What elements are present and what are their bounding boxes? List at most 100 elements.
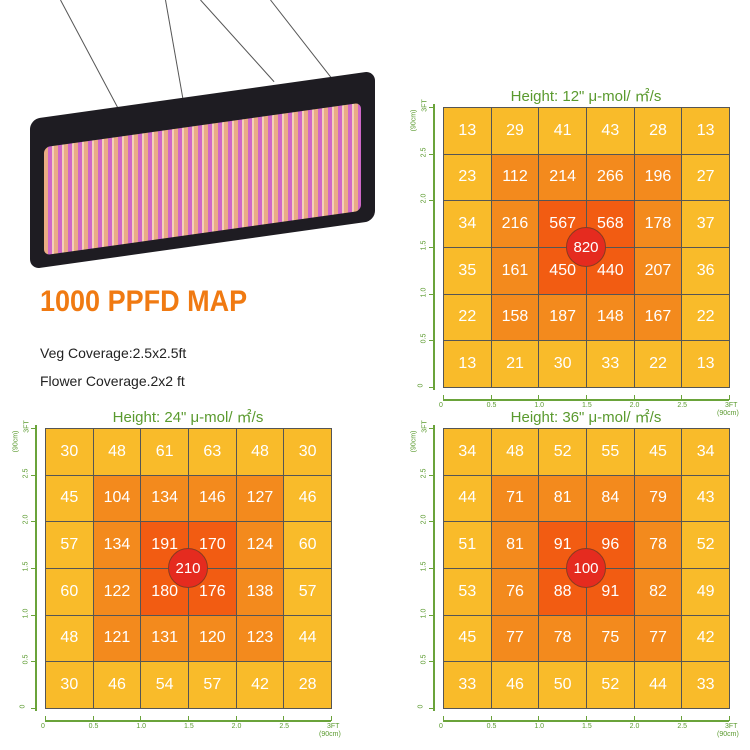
x-tick-label: 1.0 [534, 402, 545, 409]
heatmap-cell: 78 [538, 614, 587, 663]
heatmap-cell: 57 [283, 568, 332, 616]
heatmap-cell: 124 [235, 521, 285, 569]
heatmap-cell: 48 [92, 428, 142, 476]
heatmap-cell: 52 [538, 428, 587, 476]
heatmap-cell: 36 [681, 247, 730, 295]
chart-title: Height: 24" μ-mol/ ㎡/s [112, 409, 264, 426]
x-tick-label: 3FT [327, 723, 340, 730]
heatmap-cell: 127 [235, 474, 285, 523]
x-tick-label: 1.0 [136, 723, 147, 730]
heatmap-cell: 33 [586, 340, 635, 388]
heatmap-cell: 84 [586, 474, 635, 523]
heatmap-cell: 63 [188, 428, 237, 476]
heatmap-cell: 43 [586, 107, 635, 155]
heatmap-cell: 44 [633, 661, 683, 709]
heatmap-cell: 35 [443, 247, 492, 295]
y-unit-label: (90cm) [410, 109, 418, 132]
heatmap-cell: 76 [490, 568, 540, 616]
x-tick-mark [235, 716, 237, 721]
y-tick-label: 2.0 [22, 514, 30, 525]
y-tick-label: 1.0 [420, 608, 428, 619]
y-tick-mark [429, 568, 434, 569]
y-tick-mark [31, 521, 36, 523]
heatmap-cell: 54 [140, 661, 189, 709]
x-tick-mark [443, 716, 444, 721]
heatmap-cell: 178 [633, 200, 683, 248]
chart-title: Height: 36" μ-mol/ ㎡/s [510, 409, 662, 426]
y-tick-mark [429, 614, 434, 616]
y-tick-mark [429, 661, 434, 663]
x-tick-label: 1.5 [582, 723, 592, 730]
y-tick-mark [31, 474, 36, 476]
x-tick-mark [45, 716, 46, 721]
y-tick-mark [31, 708, 36, 709]
y-tick-label: 2.5 [22, 468, 30, 479]
heatmap-cell: 48 [45, 614, 94, 663]
heatmap-cell: 34 [681, 428, 730, 476]
y-tick-mark [429, 428, 434, 429]
heatmap-cell: 75 [586, 614, 635, 663]
x-tick-mark [443, 395, 444, 400]
x-tick-mark [283, 716, 285, 721]
heatmap-cell: 48 [235, 428, 285, 476]
y-tick-mark [31, 614, 36, 616]
y-tick-mark [429, 474, 434, 476]
heatmap-cell: 41 [538, 107, 587, 155]
heatmap-cell: 44 [443, 474, 492, 523]
heatmap-cell: 22 [681, 293, 730, 342]
heatmap-cell: 30 [45, 428, 94, 476]
y-tick-label: 0.5 [22, 654, 30, 665]
y-unit-label: (90cm) [12, 430, 20, 453]
heatmap-cell: 61 [140, 428, 189, 476]
x-tick-mark [633, 716, 635, 721]
heatmap-cell: 46 [490, 661, 540, 709]
heatmap-cell: 120 [188, 614, 237, 663]
peak-value-marker: 210 [168, 548, 208, 588]
x-tick-mark [681, 716, 683, 721]
x-tick-mark [729, 716, 730, 721]
heatmap-cell: 57 [188, 661, 237, 709]
y-tick-label: 0.5 [420, 333, 428, 344]
y-tick-mark [31, 661, 36, 663]
y-tick-label: 3FT [23, 420, 31, 433]
heatmap-cell: 60 [45, 568, 94, 616]
x-tick-label: 2.0 [629, 402, 640, 409]
y-tick-label: 0.5 [420, 654, 428, 665]
heatmap-cell: 214 [538, 153, 587, 202]
heatmap-cell: 567 [538, 200, 587, 248]
heatmap-cell: 22 [633, 340, 683, 388]
heatmap-cell: 77 [490, 614, 540, 663]
heatmap-cell: 13 [681, 107, 730, 155]
heatmap-cell: 28 [633, 107, 683, 155]
x-tick-label: 1.5 [184, 723, 194, 730]
x-tick-mark [331, 716, 332, 721]
heatmap-cell: 138 [235, 568, 285, 616]
y-unit-label: (90cm) [410, 430, 418, 453]
heatmap-cell: 29 [490, 107, 540, 155]
heatmap-cell: 131 [140, 614, 189, 663]
x-unit-label: (90cm) [717, 731, 739, 738]
heatmap-cell: 78 [633, 521, 683, 569]
y-tick-label: 0 [417, 383, 425, 388]
heatmap-cell: 121 [92, 614, 142, 663]
y-tick-label: 1.0 [420, 287, 428, 298]
heatmap-cell: 112 [490, 153, 540, 202]
y-tick-label: 3FT [421, 99, 429, 112]
y-tick-mark [429, 708, 434, 709]
heatmap-cell: 134 [92, 521, 142, 569]
x-tick-mark [188, 716, 189, 721]
x-tick-label: 1.0 [534, 723, 545, 730]
y-tick-mark [429, 293, 434, 295]
x-tick-mark [586, 395, 587, 400]
heatmap-cell: 167 [633, 293, 683, 342]
heatmap-cell: 13 [443, 107, 492, 155]
heatmap-cell: 34 [443, 200, 492, 248]
heatmap-cell: 123 [235, 614, 285, 663]
flower-coverage: Flower Coverage.2x2 ft [40, 373, 185, 389]
page-heading: 1000 PPFD MAP [40, 285, 248, 318]
heatmap-cell: 30 [283, 428, 332, 476]
heatmap-cell: 33 [681, 661, 730, 709]
x-unit-label: (90cm) [717, 410, 739, 417]
heatmap-cell: 568 [586, 200, 635, 248]
heatmap-cell: 122 [92, 568, 142, 616]
